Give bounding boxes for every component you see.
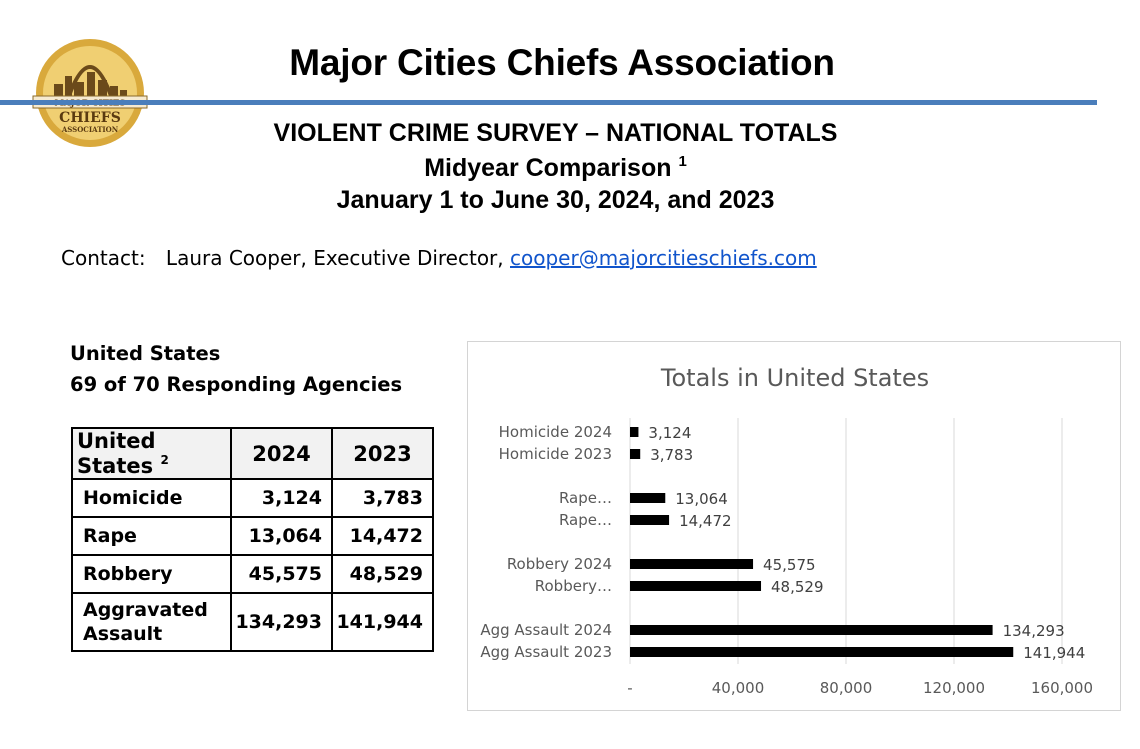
region-heading: United States 69 of 70 Responding Agenci… — [70, 338, 402, 400]
responding-agencies: 69 of 70 Responding Agencies — [70, 373, 403, 396]
chart-title: Totals in United States — [660, 364, 929, 392]
logo-text-bottom: ASSOCIATION — [61, 125, 119, 134]
cell-2024: 134,293 — [230, 592, 333, 652]
table-row: Homicide 3,124 3,783 — [71, 478, 434, 518]
bar — [630, 581, 762, 591]
category-label: Agg Assault 2023 — [480, 643, 612, 661]
data-label: 134,293 — [1003, 622, 1065, 640]
category-label: Robbery… — [535, 577, 612, 595]
data-label: 14,472 — [679, 512, 732, 530]
category-label: Homicide 2023 — [499, 445, 612, 463]
x-tick-label: 160,000 — [1031, 679, 1093, 697]
row-label: Homicide — [71, 478, 232, 518]
crime-totals-table: United States 2 2024 2023 Homicide 3,124… — [71, 427, 434, 652]
cell-2024: 3,124 — [230, 478, 333, 518]
date-range: January 1 to June 30, 2024, and 2023 — [336, 186, 775, 214]
footnote-marker: 1 — [678, 153, 687, 170]
footnote-marker: 2 — [160, 453, 169, 467]
totals-chart: Totals in United States - 40,000 80,000 120… — [467, 341, 1121, 711]
logo-text-mid: CHIEFS — [59, 110, 121, 126]
column-header-2024: 2024 — [230, 427, 333, 480]
data-label: 3,124 — [648, 424, 691, 442]
page-title: Major Cities Chiefs Association — [289, 42, 835, 83]
x-tick-label: - — [627, 679, 632, 697]
bar — [630, 625, 993, 635]
column-header-region: United States 2 — [71, 427, 232, 480]
bar — [630, 493, 666, 503]
cell-2023: 14,472 — [331, 516, 434, 556]
x-tick-label: 120,000 — [923, 679, 985, 697]
bar — [630, 647, 1014, 657]
data-label: 141,944 — [1023, 644, 1085, 662]
row-label: Aggravated Assault — [71, 592, 232, 652]
header-divider — [0, 100, 1097, 105]
table-row: Rape 13,064 14,472 — [71, 516, 434, 556]
cell-2024: 13,064 — [230, 516, 333, 556]
row-label: Robbery — [71, 554, 232, 594]
data-label: 13,064 — [675, 490, 728, 508]
data-label: 48,529 — [771, 578, 824, 596]
comparison-subtitle: Midyear Comparison 1 — [0, 153, 1111, 183]
bar — [630, 427, 639, 437]
bar — [630, 515, 670, 525]
category-label: Rape… — [559, 511, 612, 529]
row-label: Rape — [71, 516, 232, 556]
data-label: 3,783 — [650, 446, 693, 464]
bar-chart-svg: Totals in United States - 40,000 80,000 120… — [480, 364, 1093, 697]
bar — [630, 559, 754, 569]
contact-label: Contact: — [61, 246, 146, 270]
contact-email-link[interactable]: cooper@majorcitieschiefs.com — [510, 246, 817, 270]
contact-name: Laura Cooper, Executive Director, — [165, 246, 504, 270]
report-subtitle: VIOLENT CRIME SURVEY – NATIONAL TOTALS — [273, 119, 838, 147]
x-tick-label: 80,000 — [820, 679, 873, 697]
table-row: Aggravated Assault 134,293 141,944 — [71, 592, 434, 652]
category-label: Agg Assault 2024 — [480, 621, 612, 639]
cell-2023: 141,944 — [331, 592, 434, 652]
cell-2024: 45,575 — [230, 554, 333, 594]
bar — [630, 449, 641, 459]
x-tick-label: 40,000 — [712, 679, 765, 697]
table-row: Robbery 45,575 48,529 — [71, 554, 434, 594]
column-header-2023: 2023 — [331, 427, 434, 480]
cell-2023: 3,783 — [331, 478, 434, 518]
category-label: Robbery 2024 — [507, 555, 612, 573]
category-label: Rape… — [559, 489, 612, 507]
category-label: Homicide 2024 — [499, 423, 612, 441]
cell-2023: 48,529 — [331, 554, 434, 594]
data-label: 45,575 — [763, 556, 816, 574]
region-name: United States — [70, 342, 221, 365]
table-header-row: United States 2 2024 2023 — [71, 427, 434, 480]
comparison-label: Midyear Comparison — [424, 154, 672, 182]
contact-line: Contact: Laura Cooper, Executive Directo… — [61, 246, 817, 270]
region-header-label: United States — [77, 429, 156, 478]
